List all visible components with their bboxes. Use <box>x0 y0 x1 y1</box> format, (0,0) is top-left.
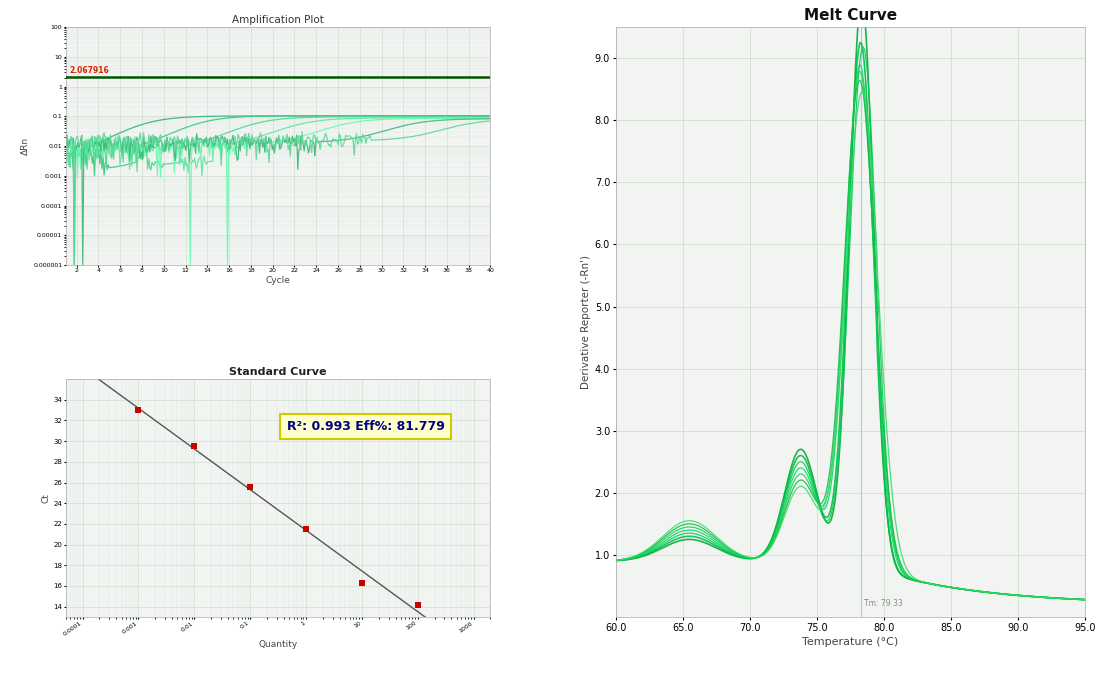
Y-axis label: Ct: Ct <box>42 493 50 503</box>
Point <box>353 578 370 589</box>
Point <box>409 599 426 610</box>
Text: 2.067916: 2.067916 <box>69 66 109 75</box>
Y-axis label: ΔRn: ΔRn <box>22 137 31 155</box>
Title: Standard Curve: Standard Curve <box>229 367 327 377</box>
Y-axis label: Derivative Reporter (-Rn'): Derivative Reporter (-Rn') <box>581 255 591 389</box>
X-axis label: Temperature (°C): Temperature (°C) <box>802 637 899 647</box>
Text: R²: 0.993 Eff%: 81.779: R²: 0.993 Eff%: 81.779 <box>286 420 445 433</box>
Point <box>185 441 203 452</box>
X-axis label: Quantity: Quantity <box>259 639 298 649</box>
Text: Tm: 79.33: Tm: 79.33 <box>864 599 903 607</box>
Point <box>241 481 259 492</box>
X-axis label: Cycle: Cycle <box>265 276 290 285</box>
Title: Melt Curve: Melt Curve <box>803 8 897 23</box>
Title: Amplification Plot: Amplification Plot <box>232 15 324 25</box>
Point <box>297 523 315 534</box>
Point <box>129 405 147 416</box>
